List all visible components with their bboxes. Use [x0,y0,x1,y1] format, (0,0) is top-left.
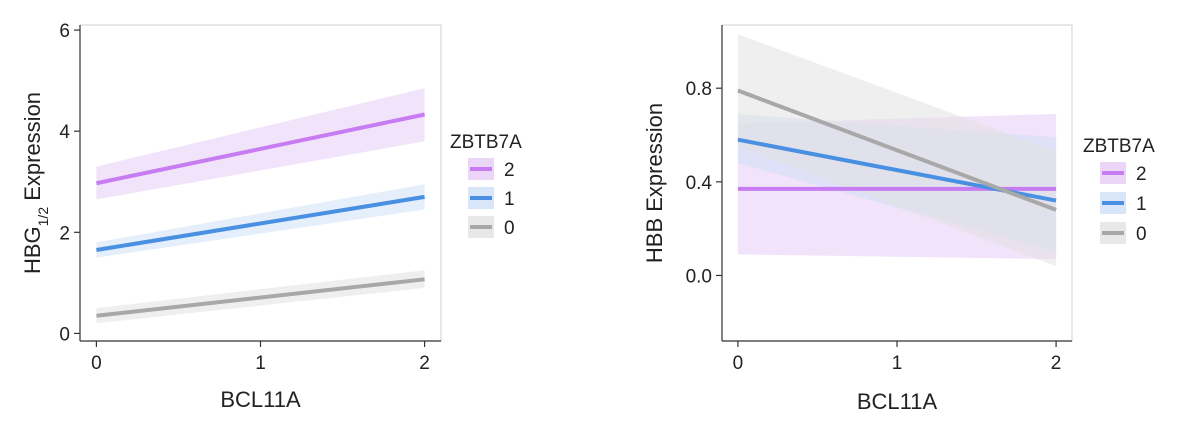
x-tick-label: 2 [1051,353,1062,374]
y-axis-title: HBB Expression [642,103,667,263]
legend-title: ZBTB7A [450,132,522,153]
legend-label-0: 0 [1136,224,1147,245]
x-tick-label: 1 [255,353,266,374]
series-lines [737,88,1057,212]
legend-label-2: 2 [504,160,515,181]
legend-item-1: 1 [468,187,515,210]
x-tick-label: 1 [892,353,903,374]
y-tick-label: 0.0 [686,266,712,287]
legend-item-0: 0 [468,216,515,239]
x-tick-label: 2 [419,353,430,374]
y-axis-title-main: HBG [20,226,45,274]
legend-item-1: 1 [1100,192,1147,215]
line-series-1 [96,194,425,252]
y-tick-label: 2 [59,223,70,244]
legend-item-2: 2 [468,158,515,181]
line-series-0 [96,277,425,318]
legend-item-2: 2 [1100,162,1147,185]
legend-title: ZBTB7A [1083,136,1155,157]
chart-1: 0 1 2 0 2 4 6 BCL11A HBG1/2 Expression ZBTB7A 2 1 0 [20,21,522,412]
chart-2: 0 1 2 0.0 0.4 0.8 BCL11A HBB Expression ZBTB7A 2 1… [642,24,1155,414]
y-axis-title-main: HBB Expression [642,103,667,263]
x-axis-title: BCL11A [220,387,301,412]
x-axis-title: BCL11A [857,389,938,414]
x-tick-label: 0 [733,353,744,374]
legend-label-0: 0 [504,218,515,239]
band-series-1 [96,184,425,258]
y-axis-title-rest: Expression [20,92,45,207]
line-series-0 [737,88,1057,212]
band-series-2 [96,88,425,200]
y-tick-label: 0.8 [686,79,712,100]
y-tick-label: 0.4 [686,173,713,194]
y-tick-label: 4 [59,122,70,143]
y-tick-label: 6 [59,21,70,42]
line-series-2 [95,112,426,186]
y-axis-title-subscript: 1/2 [35,207,51,227]
legend-label-2: 2 [1136,164,1147,185]
legend-label-1: 1 [504,189,515,210]
series-lines [95,112,426,318]
y-tick-label: 0 [59,324,70,345]
y-axis-title: HBG1/2 Expression [20,92,51,274]
legend-item-0: 0 [1100,222,1147,245]
legend: ZBTB7A 2 1 0 [1083,136,1155,245]
x-tick-label: 0 [91,353,102,374]
legend: ZBTB7A 2 1 0 [450,132,522,239]
legend-label-1: 1 [1136,194,1147,215]
